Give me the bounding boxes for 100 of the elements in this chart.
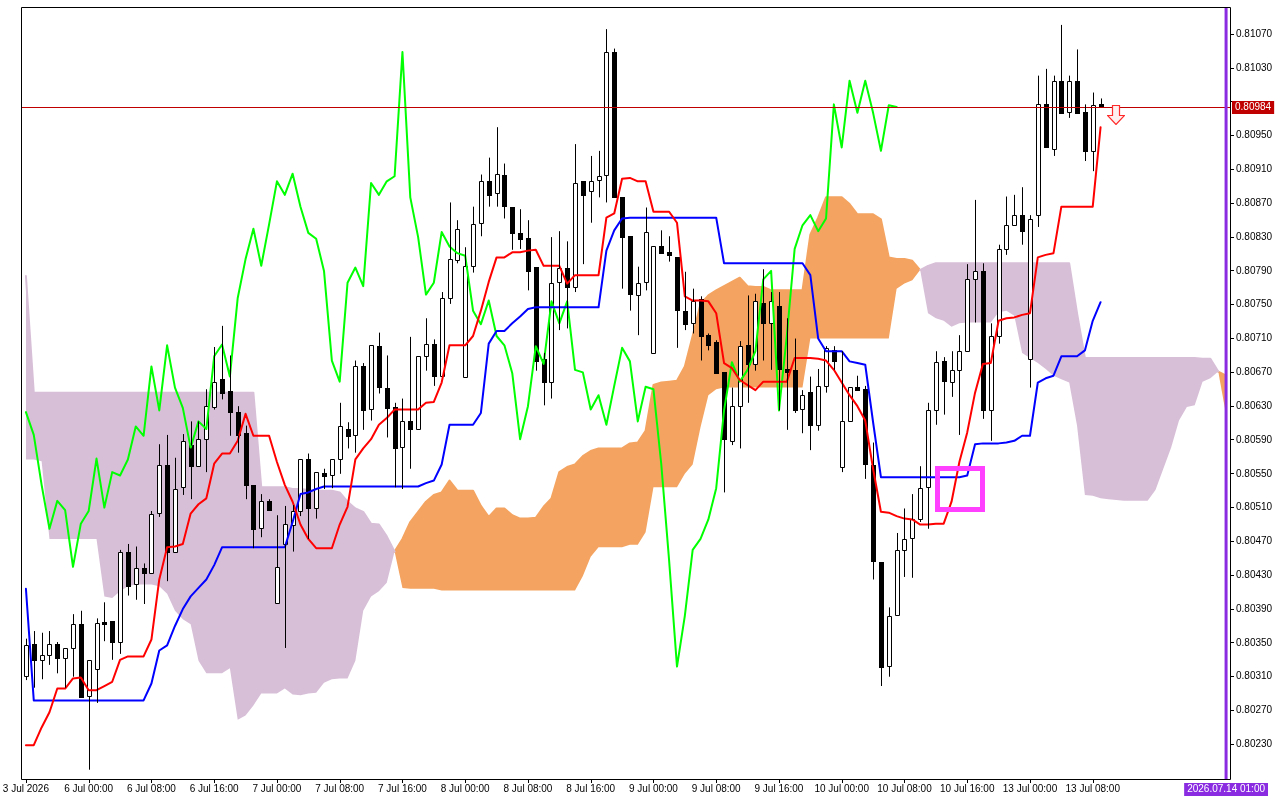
- y-tick-label: 0.81030: [1236, 61, 1273, 73]
- x-tick-label: 8 Jul 08:00: [503, 782, 553, 794]
- x-tick-label: 10 Jul 16:00: [939, 782, 995, 794]
- candlestick: [149, 510, 154, 574]
- candlestick: [1012, 194, 1017, 226]
- candlestick: [118, 549, 123, 655]
- candlestick: [855, 375, 860, 391]
- candlestick: [1067, 75, 1072, 119]
- candlestick: [47, 630, 52, 666]
- candlestick: [32, 630, 37, 689]
- candlestick: [479, 174, 484, 237]
- candlestick: [196, 420, 201, 467]
- x-tick-label: 6 Jul 16:00: [189, 782, 240, 794]
- candlestick: [157, 443, 162, 518]
- y-tick-label: 0.80350: [1236, 636, 1273, 648]
- candlestick: [918, 465, 923, 523]
- candlestick: [910, 493, 915, 579]
- candlestick: [110, 621, 115, 661]
- candlestick: [965, 263, 970, 352]
- candlestick: [824, 345, 829, 394]
- y-tick-label: 0.80710: [1236, 332, 1273, 344]
- candlestick: [330, 459, 335, 489]
- candlestick: [518, 208, 523, 250]
- x-tick-label: 13 Jul 08:00: [1065, 782, 1121, 794]
- candlestick: [659, 229, 664, 254]
- candlestick: [902, 507, 907, 578]
- y-tick-label: 0.80230: [1236, 738, 1273, 750]
- x-tick-label: 8 Jul 00:00: [440, 782, 491, 794]
- y-tick-label: 0.80830: [1236, 230, 1273, 242]
- y-tick-label: 0.80670: [1236, 366, 1273, 378]
- candlestick: [699, 295, 704, 362]
- candlestick: [808, 376, 813, 451]
- candlestick: [573, 143, 578, 293]
- candlestick: [604, 28, 609, 203]
- candlestick: [338, 402, 343, 475]
- candlestick: [259, 493, 264, 538]
- candlestick: [1091, 92, 1096, 172]
- candlestick: [526, 219, 531, 291]
- candlestick: [385, 354, 390, 438]
- candlestick: [79, 610, 84, 698]
- candlestick: [487, 157, 492, 208]
- candlestick: [126, 543, 131, 597]
- candlestick: [455, 219, 460, 264]
- candlestick: [165, 434, 170, 582]
- x-tick-label: 9 Jul 00:00: [628, 782, 679, 794]
- x-tick-label: 7 Jul 08:00: [315, 782, 365, 794]
- candlestick: [377, 332, 382, 394]
- candlestick: [691, 288, 696, 334]
- y-tick-label: 0.80790: [1236, 264, 1273, 276]
- candlestick: [612, 48, 617, 198]
- x-tick-label: 10 Jul 00:00: [814, 782, 870, 794]
- y-tick-label: 0.80550: [1236, 467, 1273, 479]
- ref-line-label: 0.80984: [1235, 101, 1272, 113]
- candlestick: [400, 398, 405, 490]
- candlestick: [244, 425, 249, 500]
- candlestick: [777, 291, 782, 411]
- candlestick: [848, 387, 853, 422]
- candlestick: [212, 346, 217, 411]
- x-tick-label: 2026.07.14 01:00: [1187, 782, 1266, 794]
- x-tick-label: 3 Jul 2026: [2, 782, 50, 794]
- candlestick: [957, 334, 962, 436]
- candlestick: [471, 206, 476, 274]
- candlestick: [71, 613, 76, 678]
- x-tick-label: 9 Jul 08:00: [691, 782, 742, 794]
- candlestick: [667, 235, 672, 263]
- x-tick-label: 8 Jul 16:00: [566, 782, 616, 794]
- candlestick: [24, 638, 29, 681]
- candlestick: [581, 181, 586, 265]
- candlestick: [346, 421, 351, 449]
- y-tick-label: 0.80310: [1236, 670, 1273, 682]
- candlestick: [134, 546, 139, 601]
- x-tick-label: 9 Jul 16:00: [754, 782, 804, 794]
- candlestick: [989, 322, 994, 442]
- y-tick-label: 0.80430: [1236, 569, 1273, 581]
- x-tick-label: 7 Jul 00:00: [252, 782, 302, 794]
- candlestick: [1028, 214, 1033, 389]
- candlestick: [1036, 75, 1041, 228]
- candlestick: [1020, 186, 1025, 246]
- candlestick: [432, 338, 437, 387]
- candlestick: [981, 262, 986, 420]
- candlestick: [63, 648, 68, 689]
- candlestick: [800, 389, 805, 434]
- candlestick: [251, 485, 256, 549]
- candlestick: [926, 402, 931, 530]
- x-tick-label: 7 Jul 16:00: [377, 782, 428, 794]
- candlestick: [1083, 103, 1088, 162]
- candlestick: [416, 356, 421, 430]
- candlestick: [181, 433, 186, 496]
- candlestick: [714, 339, 719, 374]
- candlestick: [353, 360, 358, 454]
- y-tick-label: 0.80630: [1236, 399, 1273, 411]
- candlestick: [597, 150, 602, 198]
- candlestick: [502, 163, 507, 219]
- candlestick: [55, 641, 60, 674]
- x-tick-label: 13 Jul 00:00: [1002, 782, 1058, 794]
- y-tick-label: 0.80390: [1236, 602, 1273, 614]
- candlestick: [1004, 196, 1009, 256]
- candlestick: [220, 325, 225, 400]
- candlestick: [557, 230, 562, 331]
- y-tick-label: 0.80470: [1236, 535, 1273, 547]
